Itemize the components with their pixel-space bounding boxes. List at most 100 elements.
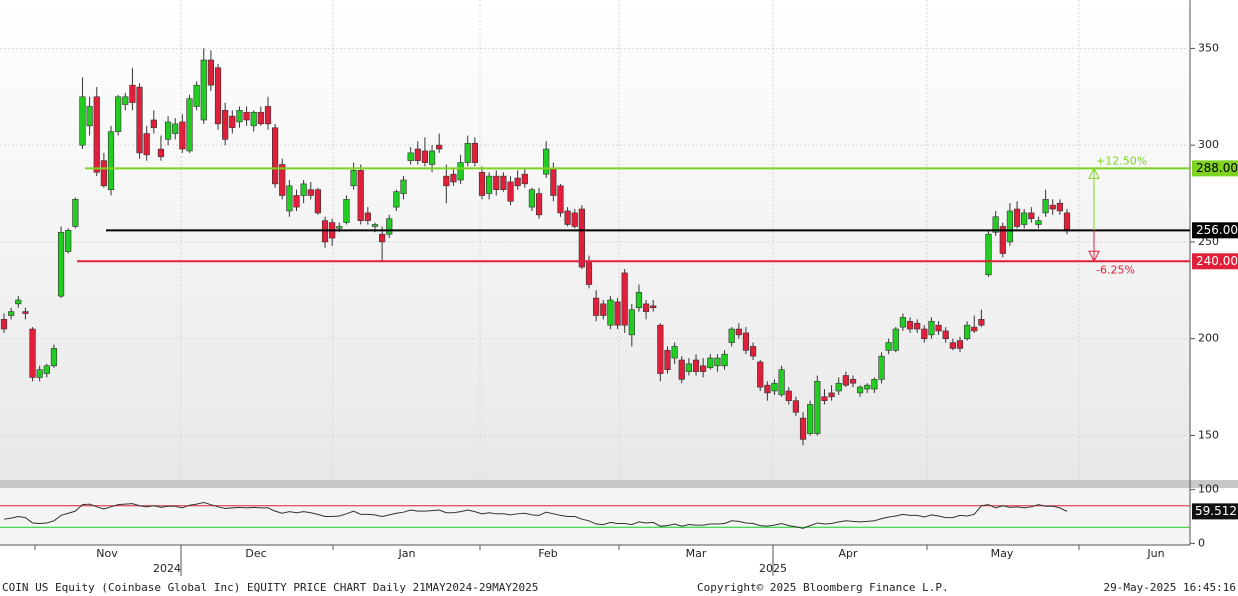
- candle-body: [193, 84, 200, 107]
- candle-body: [229, 115, 236, 129]
- candle-body: [1028, 212, 1035, 220]
- candle-body: [807, 404, 814, 434]
- candle-body: [899, 317, 907, 328]
- candle-body: [543, 148, 550, 175]
- candle-body: [671, 346, 678, 359]
- candle-body: [407, 152, 414, 161]
- year-label: 2025: [759, 562, 787, 575]
- candle-body: [143, 133, 150, 156]
- candle-body: [393, 191, 400, 208]
- candle-body: [749, 346, 757, 357]
- candle-body: [86, 106, 93, 127]
- candle-body: [1049, 204, 1056, 210]
- candle-body: [992, 216, 999, 233]
- candle-body: [864, 384, 871, 390]
- candle-body: [814, 380, 821, 434]
- candle-body: [635, 291, 643, 309]
- candle-body: [400, 179, 407, 194]
- candle-body: [607, 299, 614, 326]
- candle-body: [172, 123, 179, 134]
- candle-body: [642, 303, 650, 312]
- rsi-panel: [0, 488, 1190, 545]
- candle-body: [122, 96, 129, 105]
- candle-body: [157, 148, 165, 158]
- rsi-box: [1192, 503, 1238, 520]
- candle-body: [164, 121, 172, 140]
- level-label: 256.00: [1196, 223, 1238, 237]
- level-label: 288.00: [1196, 161, 1238, 175]
- candle-body: [849, 379, 857, 384]
- candle-body: [236, 110, 243, 123]
- candle-body: [792, 400, 799, 413]
- month-ticks: [34, 545, 1080, 576]
- candle-body: [521, 173, 528, 185]
- candle-body: [935, 324, 942, 332]
- candle-body: [956, 340, 964, 349]
- candle-body: [621, 272, 628, 326]
- candle-body: [978, 319, 985, 326]
- month-label: Apr: [838, 547, 858, 560]
- candle-body: [214, 67, 222, 125]
- candle-body: [878, 355, 885, 380]
- candle-body: [129, 84, 136, 103]
- candle-body: [450, 173, 457, 183]
- candle-body: [692, 359, 700, 372]
- candle-body: [1042, 199, 1049, 214]
- candle-body: [835, 382, 842, 392]
- y2-tick-label: 0: [1198, 536, 1205, 549]
- candle-body: [300, 183, 307, 196]
- candle-body: [585, 260, 593, 285]
- candle-body: [828, 392, 835, 398]
- candle-body: [885, 342, 892, 351]
- candle-body: [906, 320, 914, 330]
- annotation: -6.25%: [1096, 263, 1135, 276]
- candle-body: [857, 386, 864, 394]
- candle-body: [564, 210, 571, 225]
- candle-body: [928, 320, 935, 336]
- level-box: [1192, 253, 1238, 270]
- candle-body: [507, 181, 514, 202]
- candle-body: [964, 324, 971, 340]
- candle-body: [614, 301, 621, 326]
- candle-body: [707, 357, 714, 369]
- candle-body: [600, 303, 607, 316]
- candle-body: [1006, 210, 1014, 243]
- candle-body: [535, 193, 543, 216]
- candle-body: [821, 396, 828, 401]
- month-label: Nov: [96, 547, 118, 560]
- month-label: Dec: [245, 547, 266, 560]
- annotation: +12.50%: [1096, 154, 1147, 167]
- candle-body: [971, 326, 978, 332]
- level-label: 240.00: [1196, 254, 1238, 268]
- candle-body: [243, 111, 250, 121]
- candle-body: [1013, 208, 1021, 227]
- arrow-head: [1088, 250, 1100, 263]
- candle-body: [799, 417, 807, 440]
- candle-body: [593, 297, 600, 316]
- candle-body: [764, 384, 771, 394]
- candle-body: [15, 299, 22, 305]
- candle-body: [286, 185, 293, 212]
- candle-body: [735, 328, 742, 336]
- y-tick-label: 300: [1198, 138, 1219, 151]
- candle-body: [343, 199, 350, 223]
- candle-body: [1035, 220, 1042, 225]
- candle-body: [222, 110, 229, 140]
- footer: COIN US Equity (Coinbase Global Inc) EQU…: [2, 581, 538, 594]
- candle-body: [93, 96, 100, 173]
- candle-body: [742, 332, 750, 351]
- candle-body: [650, 305, 657, 309]
- candle-body: [257, 111, 264, 125]
- candle-body: [379, 233, 386, 243]
- y2-tick-label: 100: [1198, 483, 1219, 496]
- candle-body: [999, 226, 1006, 254]
- candle-body: [528, 189, 536, 208]
- candle-body: [421, 150, 429, 163]
- candle-body: [350, 170, 357, 187]
- candle-body: [914, 322, 921, 330]
- candle-body: [43, 365, 50, 374]
- candle-body: [136, 86, 143, 154]
- candle-body: [107, 131, 115, 190]
- candle-body: [72, 199, 79, 227]
